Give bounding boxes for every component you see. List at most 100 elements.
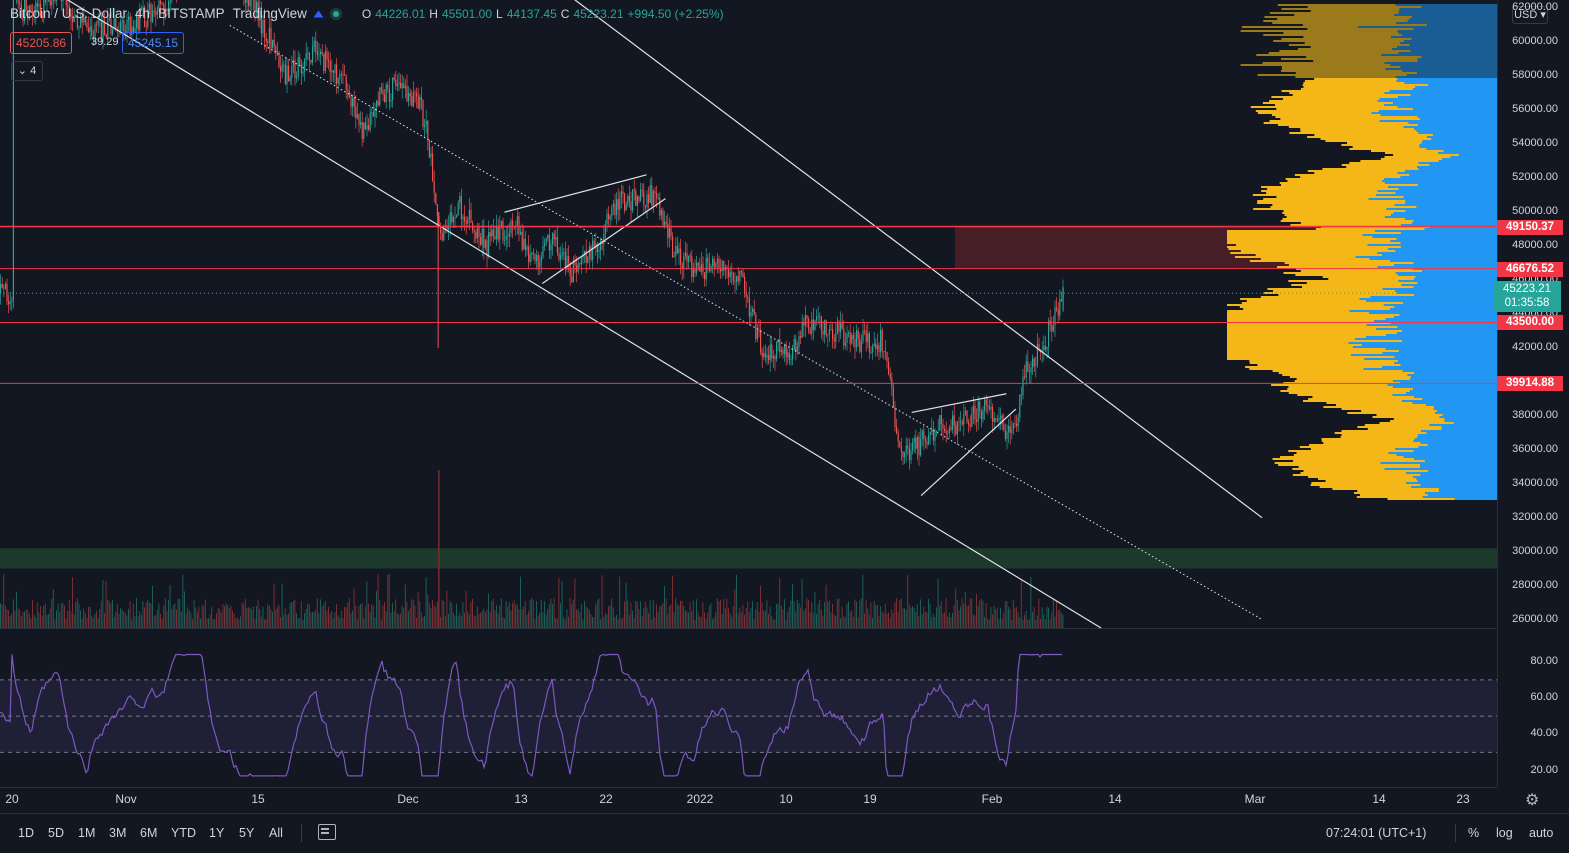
level-price-tag[interactable]: 43500.00 (1497, 315, 1563, 330)
calendar-range-icon[interactable] (318, 824, 336, 840)
volume-bar (621, 619, 622, 628)
volume-profile-bar (1418, 480, 1497, 482)
volume-profile-bar (1227, 358, 1364, 360)
range-button-1y[interactable]: 1Y (209, 826, 224, 840)
volume-bar (266, 619, 267, 628)
time-axis-label: 23 (1456, 792, 1469, 806)
level-price-tag[interactable]: 49150.37 (1497, 220, 1563, 235)
volume-profile-bar (1376, 414, 1442, 416)
volume-profile-bar (1417, 478, 1497, 480)
log-scale-button[interactable]: log (1496, 826, 1513, 840)
volume-bar (349, 598, 350, 628)
range-button-3m[interactable]: 3M (109, 826, 126, 840)
range-button-all[interactable]: All (269, 826, 283, 840)
volume-profile-bar (1227, 316, 1394, 318)
candle-body (670, 228, 671, 236)
indicators-toggle-button[interactable]: ⌄ 4 (11, 61, 43, 81)
symbol-legend[interactable]: Bitcoin / U.S. Dollar 4h BITSTAMP Tradin… (10, 6, 724, 21)
candle-body (837, 322, 838, 333)
level-price-tag[interactable]: 39914.88 (1497, 376, 1563, 391)
sell-price-button[interactable]: 45205.86 (10, 32, 72, 54)
volume-profile-bar (1393, 394, 1497, 396)
candle-body (773, 356, 774, 358)
candle-body (814, 320, 815, 329)
volume-profile-bar (1286, 178, 1385, 180)
volume-bar (827, 602, 828, 628)
volume-bar (658, 612, 659, 628)
candle-body (698, 263, 699, 267)
volume-profile-bar (1227, 304, 1384, 306)
price-axis-label: 50000.00 (1512, 205, 1558, 217)
volume-bar (427, 594, 428, 628)
range-button-5y[interactable]: 5Y (239, 826, 254, 840)
flag-icon[interactable] (313, 10, 323, 17)
range-button-ytd[interactable]: YTD (171, 826, 196, 840)
volume-profile-bar (1401, 224, 1497, 226)
volume-bar (917, 604, 918, 628)
volume-profile-bar (1300, 128, 1414, 130)
volume-profile-bar (1288, 386, 1393, 388)
range-button-1d[interactable]: 1D (18, 826, 34, 840)
volume-bar (1051, 612, 1052, 628)
candle-body (690, 256, 691, 257)
percent-scale-button[interactable]: % (1468, 826, 1479, 840)
volume-bar (989, 619, 990, 628)
candle-body (938, 431, 939, 432)
volume-profile-bar (1418, 124, 1497, 126)
volume-profile-bar (1404, 126, 1497, 128)
candle-body (418, 97, 419, 109)
volume-bar (360, 604, 361, 628)
market-status-icon[interactable] (330, 8, 342, 20)
candle-body (862, 331, 863, 342)
gear-icon[interactable]: ⚙ (1525, 790, 1539, 810)
volume-bar (918, 616, 919, 628)
symbol-name[interactable]: Bitcoin / U.S. Dollar (10, 6, 127, 21)
candle-body (947, 433, 948, 434)
volume-bar (667, 614, 668, 628)
level-price-tag[interactable]: 46676.52 (1497, 262, 1563, 277)
buy-price-button[interactable]: 45245.15 (122, 32, 184, 54)
trendlines-layer[interactable] (12, 0, 1262, 628)
volume-bar (219, 609, 220, 628)
volume-bar (53, 589, 54, 628)
volume-bar (451, 603, 452, 628)
volume-profile-bar (1451, 156, 1497, 158)
volume-bar (216, 613, 217, 628)
interval-label[interactable]: 4h (135, 6, 150, 21)
candle-body (563, 252, 564, 253)
volume-bar (379, 600, 380, 628)
candle-body (638, 196, 639, 200)
candle-body (971, 414, 972, 427)
volume-bar (834, 614, 835, 628)
volume-profile-bar (1261, 186, 1388, 188)
candle-body (917, 437, 918, 449)
candle-body (810, 330, 811, 334)
volume-profile-bar (1295, 76, 1395, 78)
volume-profile-bar (1397, 46, 1497, 48)
clock-timezone[interactable]: 07:24:01 (UTC+1) (1326, 826, 1426, 840)
volume-profile-bar (1428, 494, 1497, 496)
candles-layer[interactable] (0, 0, 1064, 470)
candle-body (848, 333, 849, 334)
price-axis-label: 30000.00 (1512, 545, 1558, 557)
range-button-6m[interactable]: 6M (140, 826, 157, 840)
volume-bar (168, 600, 169, 628)
volume-bar (779, 578, 780, 628)
volume-profile-bar (1256, 254, 1383, 256)
range-button-5d[interactable]: 5D (48, 826, 64, 840)
volume-bar (608, 606, 609, 628)
volume-bar (483, 608, 484, 628)
candle-body (451, 213, 452, 223)
candle-body (1035, 365, 1036, 366)
range-button-1m[interactable]: 1M (78, 826, 95, 840)
auto-scale-button[interactable]: auto (1529, 826, 1553, 840)
volume-profile-bar (1439, 488, 1497, 490)
volume-bar (568, 617, 569, 628)
volume-profile-bar (1413, 108, 1497, 110)
candle-body (680, 248, 681, 264)
rsi-pane[interactable] (0, 655, 1497, 776)
volume-bar (446, 591, 447, 628)
volume-bar (488, 594, 489, 628)
